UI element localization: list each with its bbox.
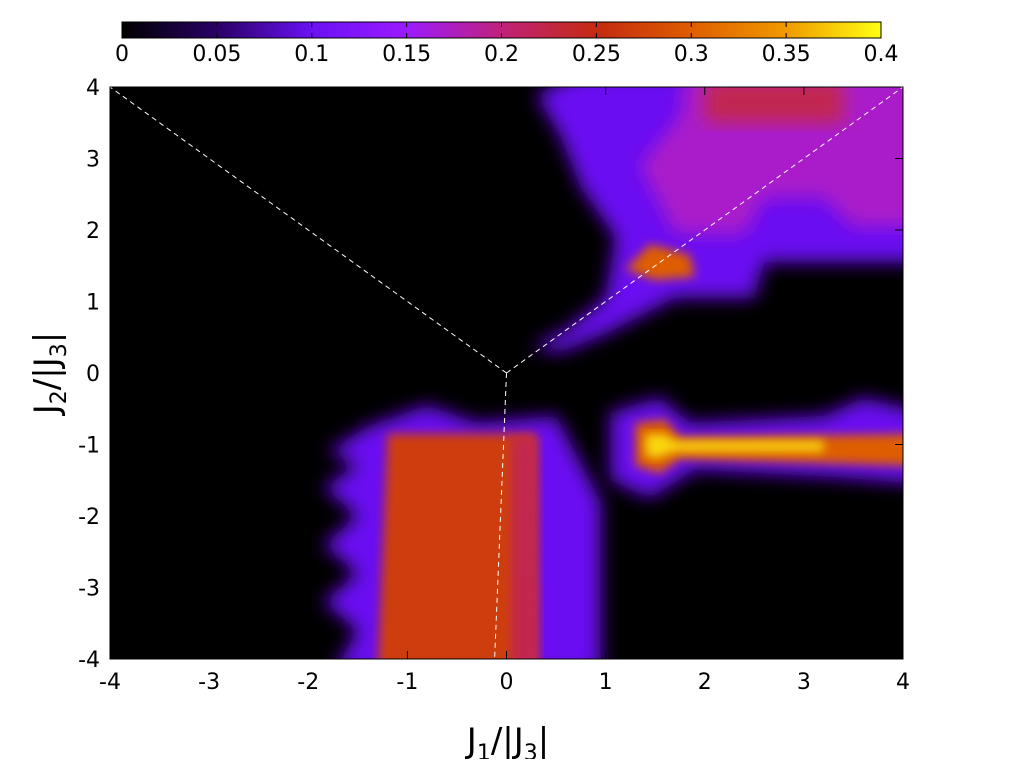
y-tick-label: 1 bbox=[86, 291, 100, 316]
colorbar-tick-label: 0.1 bbox=[294, 42, 329, 67]
x-tick-label: 3 bbox=[797, 670, 811, 695]
x-axis-ticks: -4 -3 -2 -1 0 1 2 3 4 bbox=[99, 87, 910, 695]
heat-region-upper-red bbox=[704, 87, 844, 123]
y-axis-ticks: 4 3 2 1 0 -1 -2 -3 -4 bbox=[78, 76, 903, 673]
x-tick-label: 4 bbox=[896, 670, 910, 695]
y-tick-label: -1 bbox=[78, 434, 100, 459]
colorbar-tick-label: 0.2 bbox=[484, 42, 519, 67]
colorbar-tick-label: 0.15 bbox=[382, 42, 431, 67]
y-tick-label: -3 bbox=[78, 577, 100, 602]
x-tick-label: 0 bbox=[500, 670, 514, 695]
heat-regions bbox=[323, 87, 903, 659]
colorbar-tick-label: 0.05 bbox=[192, 42, 241, 67]
y-tick-label: -2 bbox=[78, 505, 100, 530]
colorbar-tick-label: 0.35 bbox=[762, 42, 811, 67]
x-tick-label: -3 bbox=[198, 670, 220, 695]
heat-region-lower-red bbox=[511, 437, 539, 659]
guide-lines bbox=[110, 87, 903, 659]
y-tick-label: 2 bbox=[86, 219, 100, 244]
x-axis-title: J1/|J3| bbox=[465, 721, 549, 759]
guide-line bbox=[494, 372, 507, 659]
y-tick-label: -4 bbox=[78, 648, 100, 673]
heat-region-upper-magenta bbox=[640, 87, 903, 234]
y-axis-title: J2/|J3| bbox=[27, 332, 72, 416]
x-tick-label: 1 bbox=[599, 670, 613, 695]
x-tick-label: 2 bbox=[698, 670, 712, 695]
heat-region-stripe-yellow bbox=[645, 433, 824, 459]
colorbar-tick-label: 0.3 bbox=[674, 42, 709, 67]
x-tick-label: -1 bbox=[396, 670, 418, 695]
colorbar-ticks: 0 0.05 0.1 0.15 0.2 0.25 0.3 0.35 0.4 bbox=[115, 22, 899, 67]
colorbar-tick-label: 0 bbox=[115, 42, 129, 67]
x-tick-label: -4 bbox=[99, 670, 121, 695]
y-tick-label: 4 bbox=[86, 76, 100, 101]
guide-line bbox=[506, 87, 903, 374]
colorbar-tick-label: 0.4 bbox=[864, 42, 899, 67]
y-tick-label: 0 bbox=[86, 362, 100, 387]
x-tick-label: -2 bbox=[297, 670, 319, 695]
y-tick-label: 3 bbox=[86, 148, 100, 173]
guide-line bbox=[110, 87, 507, 374]
colorbar-tick-label: 0.25 bbox=[572, 42, 621, 67]
